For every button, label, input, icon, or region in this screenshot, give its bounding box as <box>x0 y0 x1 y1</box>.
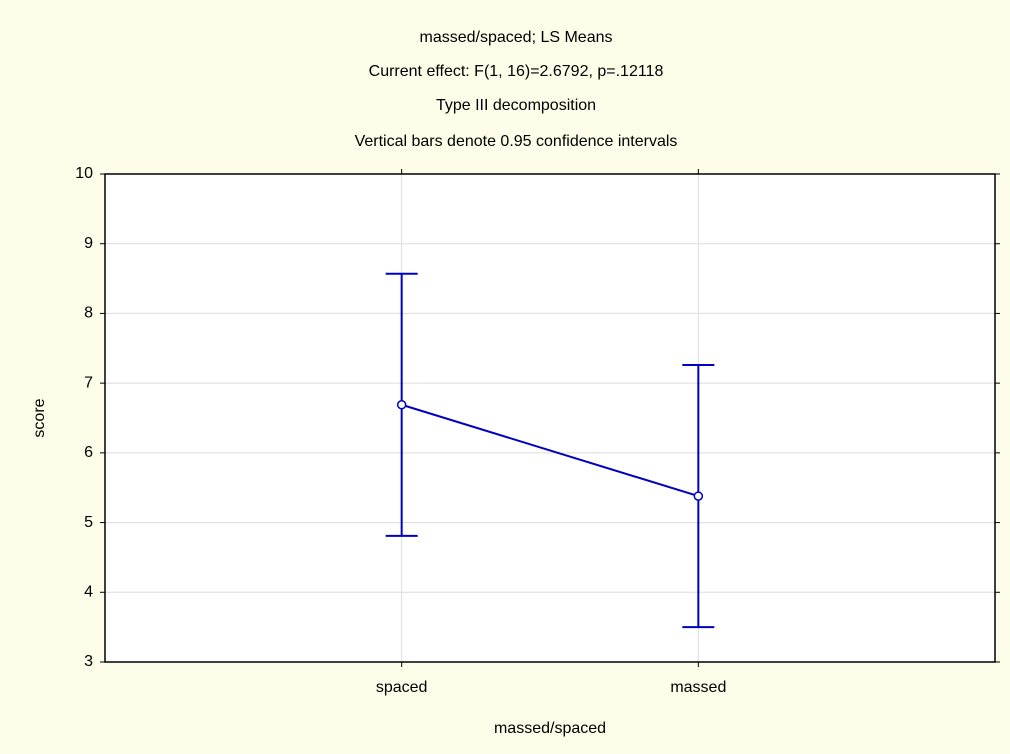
series-line <box>401 403 699 498</box>
x-tick-label: spaced <box>376 679 428 696</box>
x-tick-label: massed <box>670 679 726 696</box>
y-tick-label: 10 <box>75 165 93 182</box>
y-tick-label: 5 <box>84 514 93 531</box>
y-tick-label: 6 <box>84 444 93 461</box>
chart-title: massed/spaced; LS Means <box>420 29 613 46</box>
chart-subtitle: Vertical bars denote 0.95 confidence int… <box>355 133 678 150</box>
y-tick-label: 9 <box>84 235 93 252</box>
y-axis-label: score <box>31 398 48 437</box>
plot-frame <box>104 173 996 663</box>
point <box>396 400 407 410</box>
chart-subtitle: Type III decomposition <box>436 97 596 114</box>
y-tick-label: 8 <box>84 305 93 322</box>
x-axis-label: massed/spaced <box>494 720 606 737</box>
y-tick-label: 3 <box>84 653 93 670</box>
plot-area <box>105 174 995 662</box>
point <box>693 491 704 501</box>
y-tick-label: 7 <box>84 374 93 391</box>
chart-subtitle: Current effect: F(1, 16)=2.6792, p=.1211… <box>369 63 664 80</box>
y-tick-label: 4 <box>84 584 93 601</box>
